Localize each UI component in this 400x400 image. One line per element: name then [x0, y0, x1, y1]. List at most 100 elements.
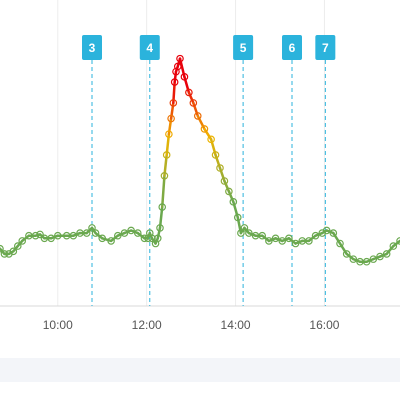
marker-badge[interactable] [282, 35, 302, 60]
data-point[interactable] [162, 151, 171, 159]
series-segment [192, 101, 200, 118]
data-point[interactable] [265, 237, 273, 245]
data-point[interactable] [9, 247, 18, 256]
data-point[interactable] [120, 229, 129, 237]
data-point[interactable] [233, 213, 242, 222]
grid [57, 0, 325, 306]
data-point[interactable] [140, 234, 149, 243]
series-segment [109, 234, 120, 243]
marker-badge[interactable] [315, 35, 336, 60]
series-segment [287, 237, 297, 245]
data-point[interactable] [291, 239, 300, 248]
data-point[interactable] [376, 252, 384, 261]
data-point[interactable] [278, 237, 287, 245]
data-point[interactable] [133, 229, 142, 237]
data-point[interactable] [207, 135, 215, 144]
data-point[interactable] [148, 234, 156, 243]
data-point[interactable] [322, 226, 331, 235]
data-point[interactable] [156, 224, 164, 232]
data-point[interactable] [240, 224, 249, 232]
data-point[interactable] [47, 234, 55, 243]
data-point[interactable] [229, 198, 238, 206]
marker-badge[interactable] [82, 35, 102, 60]
series-segment [227, 190, 235, 204]
data-point[interactable] [349, 255, 358, 263]
data-point[interactable] [189, 99, 198, 107]
x-tick-label: 10:00 [43, 318, 73, 332]
data-point[interactable] [13, 242, 22, 250]
series-segment [203, 127, 213, 141]
data-point[interactable] [36, 230, 44, 239]
data-point[interactable] [113, 231, 122, 240]
data-point[interactable] [185, 88, 193, 97]
data-point[interactable] [18, 237, 27, 245]
series-segment [338, 242, 348, 256]
marker-label: 3 [89, 41, 96, 55]
series-segment [218, 166, 226, 183]
data-point[interactable] [127, 226, 135, 235]
data-point[interactable] [342, 250, 351, 258]
data-point[interactable] [91, 229, 100, 237]
marker-label: 4 [146, 41, 153, 55]
series-segment [385, 244, 395, 256]
data-point[interactable] [169, 99, 178, 107]
data-point[interactable] [176, 54, 184, 63]
data-point[interactable] [225, 187, 233, 196]
data-point[interactable] [160, 172, 169, 180]
data-point[interactable] [144, 234, 152, 243]
series-segment [160, 174, 166, 209]
series-line [0, 57, 400, 263]
data-point[interactable] [180, 73, 189, 81]
data-point[interactable] [245, 229, 253, 237]
data-point[interactable] [369, 255, 378, 263]
data-point[interactable] [305, 237, 313, 245]
data-point[interactable] [173, 62, 182, 71]
series-segment [20, 234, 31, 243]
x-tick-label: 14:00 [221, 318, 251, 332]
series-segment [332, 231, 342, 245]
data-point[interactable] [172, 67, 180, 76]
data-point[interactable] [0, 244, 4, 253]
data-point[interactable] [237, 229, 245, 237]
series-segment [223, 179, 231, 193]
series-segment [392, 239, 400, 248]
data-point[interactable] [107, 237, 115, 245]
data-point[interactable] [158, 203, 167, 211]
data-point[interactable] [220, 177, 229, 185]
series-points [0, 54, 400, 266]
marker-label: 7 [322, 41, 329, 55]
data-point[interactable] [389, 242, 398, 250]
data-point[interactable] [167, 114, 175, 123]
data-point[interactable] [165, 130, 173, 138]
data-point[interactable] [53, 231, 62, 240]
data-point[interactable] [0, 250, 9, 258]
data-point[interactable] [258, 231, 267, 240]
data-point[interactable] [216, 164, 224, 172]
data-point[interactable] [211, 151, 220, 159]
series-segment [94, 231, 104, 240]
data-point[interactable] [382, 250, 391, 258]
data-point[interactable] [69, 231, 78, 240]
data-point[interactable] [200, 125, 209, 133]
data-point[interactable] [31, 231, 40, 240]
data-point[interactable] [311, 231, 320, 240]
x-tick-label: 12:00 [132, 318, 162, 332]
data-point[interactable] [362, 257, 371, 266]
data-point[interactable] [98, 234, 107, 243]
data-point[interactable] [88, 224, 96, 232]
data-point[interactable] [170, 78, 179, 86]
data-point[interactable] [271, 234, 280, 243]
series-segment [173, 70, 178, 84]
x-tick-label: 16:00 [309, 318, 339, 332]
marker-badge[interactable] [139, 35, 160, 60]
data-point[interactable] [329, 229, 338, 237]
data-point[interactable] [193, 112, 202, 120]
marker-badge[interactable] [233, 35, 254, 60]
data-point[interactable] [153, 234, 162, 243]
data-point[interactable] [82, 229, 91, 237]
data-point[interactable] [336, 239, 344, 248]
data-point[interactable] [285, 234, 293, 243]
